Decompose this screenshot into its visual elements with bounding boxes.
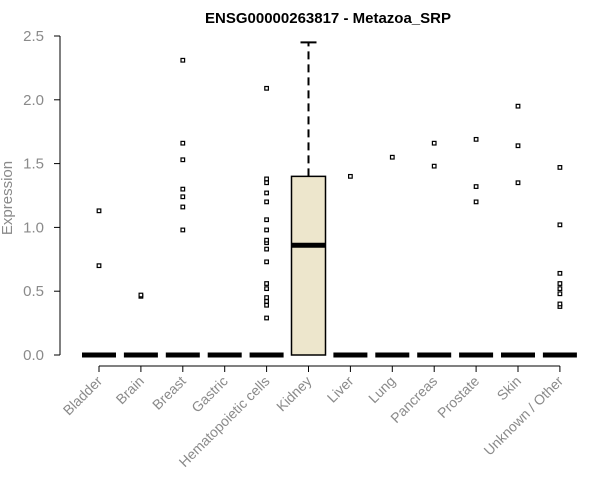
outlier-point [557, 222, 563, 228]
category-group [375, 154, 410, 358]
outlier-point [431, 140, 437, 146]
x-tick-label: Brain [113, 373, 147, 407]
category-group [333, 173, 368, 358]
x-tick-label: Unknown / Other [480, 373, 566, 459]
outlier-point [557, 301, 563, 307]
y-axis-label: Expression [0, 161, 16, 235]
outlier-point [180, 57, 186, 63]
boxplot-marks [82, 41, 577, 358]
outlier-point [515, 103, 521, 109]
category-group [459, 136, 494, 358]
outlier-point [264, 295, 269, 300]
outlier-point [515, 143, 521, 149]
x-tick-label: Breast [149, 373, 189, 413]
y-tick-label: 2.5 [23, 28, 44, 45]
x-tick-label: Pancreas [387, 373, 440, 426]
outlier-point [180, 140, 186, 146]
outlier-point [389, 154, 395, 160]
category-group [249, 85, 284, 358]
outlier-point [264, 85, 269, 91]
outlier-point [264, 237, 269, 243]
outlier-point [264, 259, 269, 265]
outlier-point [264, 180, 269, 186]
y-tick-label: 0.0 [23, 347, 44, 364]
outlier-point [180, 186, 186, 192]
outlier-point [431, 163, 437, 169]
x-tick-label: Bladder [60, 373, 106, 419]
category-group [165, 57, 200, 358]
outlier-point [264, 176, 269, 182]
outlier-point [264, 281, 269, 286]
category-group [542, 165, 577, 358]
chart-title: ENSG00000263817 - Metazoa_SRP [205, 10, 451, 27]
outlier-point [264, 302, 269, 308]
outlier-point [180, 227, 186, 233]
category-group [123, 292, 158, 358]
outlier-point [264, 217, 269, 223]
category-group [290, 41, 327, 356]
outlier-point [515, 180, 521, 186]
x-tick-label: Prostate [434, 373, 482, 421]
outlier-point [264, 227, 269, 233]
outlier-point [264, 315, 269, 321]
outlier-point [180, 204, 186, 210]
category-group [82, 208, 116, 358]
outlier-point [96, 263, 102, 269]
outlier-point [264, 246, 269, 252]
outlier-point [557, 270, 563, 276]
outlier-point [473, 136, 479, 142]
outlier-point [557, 291, 563, 297]
y-tick-label: 1.5 [23, 156, 44, 173]
category-group [417, 140, 452, 358]
outlier-point [180, 157, 186, 163]
outlier-point [557, 281, 563, 286]
outlier-point [138, 292, 144, 298]
outlier-point [180, 194, 186, 200]
y-tick-label: 1.0 [23, 219, 44, 236]
outlier-point [557, 165, 563, 170]
outlier-point [96, 208, 102, 214]
outlier-point [264, 299, 269, 304]
y-tick-label: 0.5 [23, 283, 44, 300]
outlier-point [264, 286, 269, 292]
outlier-point [348, 173, 353, 179]
x-tick-label: Liver [324, 373, 357, 406]
x-tick-label: Kidney [273, 373, 315, 415]
y-tick-label: 2.0 [23, 92, 44, 109]
x-tick-label: Skin [494, 373, 525, 404]
box [290, 175, 327, 356]
outlier-point [264, 190, 269, 196]
outlier-point [557, 286, 563, 292]
outlier-point [473, 199, 479, 205]
outlier-point [473, 184, 479, 189]
outlier-point [264, 199, 269, 205]
x-tick-label: Lung [365, 373, 398, 406]
category-group [501, 103, 535, 358]
